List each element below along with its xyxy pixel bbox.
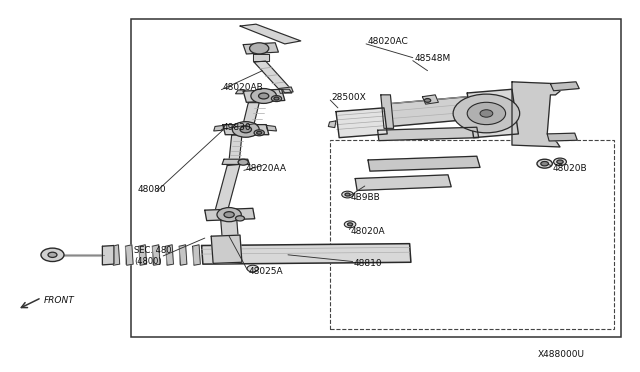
Circle shape	[557, 160, 563, 164]
Polygon shape	[254, 61, 291, 91]
Text: 48020AB: 48020AB	[223, 83, 264, 92]
Circle shape	[240, 126, 252, 133]
Circle shape	[259, 93, 269, 99]
Polygon shape	[336, 108, 387, 138]
Text: 4B9BB: 4B9BB	[351, 193, 380, 202]
Polygon shape	[240, 24, 301, 44]
Circle shape	[274, 97, 279, 100]
Circle shape	[232, 122, 259, 137]
Polygon shape	[243, 103, 259, 126]
Polygon shape	[193, 245, 200, 265]
Text: 48020AA: 48020AA	[245, 164, 286, 173]
Polygon shape	[102, 246, 114, 265]
Polygon shape	[253, 54, 269, 61]
Circle shape	[247, 265, 259, 272]
Text: 48080: 48080	[138, 185, 166, 194]
Circle shape	[344, 221, 356, 228]
Circle shape	[217, 208, 241, 222]
Circle shape	[48, 252, 57, 257]
Circle shape	[467, 102, 506, 125]
Polygon shape	[222, 159, 250, 164]
Circle shape	[453, 94, 520, 133]
Bar	[330, 140, 614, 329]
Polygon shape	[512, 82, 560, 147]
Polygon shape	[266, 125, 276, 131]
Polygon shape	[355, 175, 451, 190]
Text: 49830: 49830	[223, 123, 252, 132]
Text: 48020AC: 48020AC	[367, 37, 408, 46]
Text: FRONT: FRONT	[44, 296, 74, 305]
Circle shape	[238, 159, 248, 165]
Text: SEC. 480: SEC. 480	[134, 246, 172, 255]
Circle shape	[348, 223, 353, 226]
Text: (4800): (4800)	[134, 257, 162, 266]
Circle shape	[345, 193, 350, 196]
Circle shape	[554, 158, 566, 166]
Polygon shape	[550, 82, 579, 91]
Polygon shape	[422, 95, 438, 104]
Polygon shape	[139, 245, 147, 265]
Text: 48548M: 48548M	[415, 54, 451, 63]
Polygon shape	[378, 127, 479, 141]
Polygon shape	[205, 208, 255, 221]
Polygon shape	[152, 245, 160, 265]
Circle shape	[424, 99, 431, 102]
Polygon shape	[211, 235, 242, 263]
Polygon shape	[223, 125, 269, 135]
Circle shape	[224, 212, 234, 218]
Circle shape	[41, 248, 64, 262]
Polygon shape	[166, 245, 173, 265]
Polygon shape	[547, 133, 577, 141]
Circle shape	[236, 216, 244, 221]
Polygon shape	[236, 90, 245, 94]
Polygon shape	[278, 87, 293, 93]
Circle shape	[480, 110, 493, 117]
Text: X488000U: X488000U	[538, 350, 584, 359]
Text: 48025A: 48025A	[248, 267, 283, 276]
Circle shape	[541, 161, 548, 166]
Polygon shape	[125, 245, 133, 265]
Circle shape	[250, 43, 269, 54]
Polygon shape	[243, 43, 278, 54]
Circle shape	[257, 131, 262, 134]
Polygon shape	[328, 121, 336, 128]
Polygon shape	[384, 97, 474, 126]
Circle shape	[537, 159, 552, 168]
Polygon shape	[243, 89, 285, 102]
Polygon shape	[214, 164, 240, 213]
Polygon shape	[221, 220, 238, 237]
Polygon shape	[381, 95, 394, 128]
Circle shape	[251, 89, 276, 103]
Text: 28500X: 28500X	[332, 93, 366, 102]
Circle shape	[342, 191, 353, 198]
Circle shape	[254, 130, 264, 136]
Polygon shape	[179, 245, 187, 265]
Text: 48810: 48810	[354, 259, 383, 268]
Polygon shape	[112, 245, 120, 265]
Polygon shape	[282, 89, 292, 93]
Circle shape	[271, 96, 282, 102]
Polygon shape	[368, 156, 480, 171]
Bar	[131, 19, 621, 337]
Polygon shape	[229, 135, 242, 160]
Polygon shape	[202, 244, 411, 264]
Text: 48020A: 48020A	[351, 227, 385, 236]
Polygon shape	[467, 89, 518, 138]
Text: 48020B: 48020B	[552, 164, 587, 173]
Polygon shape	[214, 125, 224, 131]
